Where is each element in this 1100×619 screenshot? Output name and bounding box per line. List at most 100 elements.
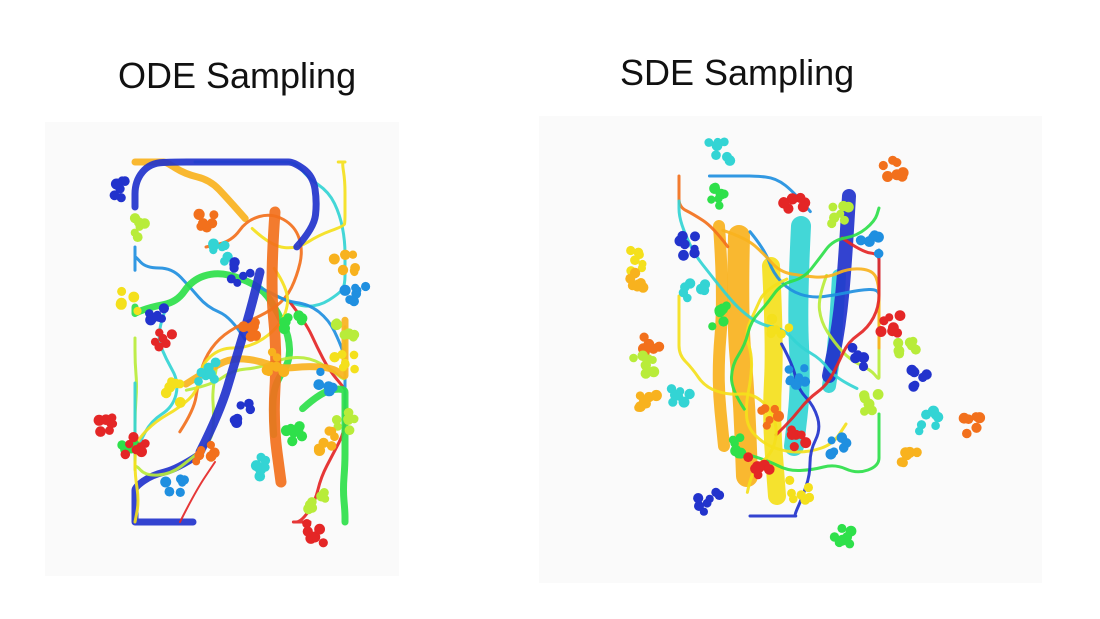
side-chain-atoms <box>842 532 853 542</box>
side-chain-atoms <box>267 361 276 371</box>
side-chain-atoms <box>754 462 765 473</box>
backbone-coil <box>744 277 848 454</box>
side-chain-atoms <box>267 347 277 357</box>
side-chain-atoms <box>693 493 704 504</box>
side-chain-atoms <box>829 212 840 223</box>
side-chain-atoms <box>921 369 932 380</box>
side-chain-atoms <box>307 497 317 507</box>
side-chain-atoms <box>730 445 741 457</box>
side-chain-atoms <box>707 195 716 204</box>
backbone-coil <box>677 174 730 249</box>
side-chain-atoms <box>677 230 688 242</box>
side-chain-atoms <box>683 293 692 303</box>
side-chain-atoms <box>765 416 774 424</box>
side-chain-atoms <box>197 446 206 455</box>
side-chain-atoms <box>343 414 352 424</box>
side-chain-atoms <box>324 387 333 397</box>
side-chain-atoms <box>329 352 340 363</box>
side-chain-atoms <box>797 201 809 213</box>
side-chain-atoms <box>351 283 360 292</box>
side-chain-atoms <box>132 232 143 242</box>
side-chain-atoms <box>640 368 651 379</box>
side-chain-atoms <box>679 239 690 250</box>
side-chain-atoms <box>110 178 122 190</box>
side-chain-atoms <box>261 463 270 472</box>
backbone-coil <box>131 158 320 251</box>
side-chain-atoms <box>313 444 326 456</box>
sde-protein-structure <box>625 137 986 549</box>
side-chain-atoms <box>654 341 665 352</box>
side-chain-atoms <box>280 425 292 437</box>
side-chain-atoms <box>728 435 738 444</box>
side-chain-atoms <box>260 455 271 466</box>
side-chain-atoms <box>332 318 341 327</box>
side-chain-atoms <box>708 322 717 331</box>
side-chain-atoms <box>220 240 230 251</box>
side-chain-atoms <box>678 249 689 261</box>
side-chain-atoms <box>207 218 218 229</box>
side-chain-atoms <box>171 378 180 388</box>
side-chain-atoms <box>872 389 884 400</box>
side-chain-atoms <box>885 313 894 322</box>
side-chain-atoms <box>789 494 798 504</box>
side-chain-atoms <box>229 257 240 268</box>
side-chain-atoms <box>117 287 127 296</box>
side-chain-atoms <box>704 138 714 147</box>
side-chain-atoms <box>786 193 798 205</box>
side-chain-atoms <box>640 360 651 371</box>
side-chain-atoms <box>133 306 142 316</box>
side-chain-atoms <box>245 331 256 342</box>
backbone-coil <box>748 342 821 518</box>
side-chain-atoms <box>829 532 840 542</box>
side-chain-atoms <box>896 171 908 182</box>
side-chain-atoms <box>318 538 328 548</box>
side-chain-atoms <box>313 379 325 390</box>
side-chain-atoms <box>158 303 169 314</box>
side-chain-atoms <box>236 401 245 410</box>
side-chain-atoms <box>222 251 233 262</box>
beta-strand <box>727 225 758 487</box>
side-chain-atoms <box>337 264 349 276</box>
backbone-coil <box>179 461 216 523</box>
side-chain-atoms <box>302 526 313 537</box>
side-chain-atoms <box>771 325 781 335</box>
side-chain-atoms <box>770 404 779 414</box>
side-chain-atoms <box>899 458 908 468</box>
side-chain-atoms <box>785 375 795 385</box>
side-chain-atoms <box>107 413 117 423</box>
side-chain-atoms <box>690 231 700 242</box>
ode-protein-structure <box>93 158 371 548</box>
side-chain-atoms <box>226 274 236 284</box>
side-chain-atoms <box>694 501 704 511</box>
side-chain-atoms <box>684 388 695 400</box>
side-chain-atoms <box>711 140 723 151</box>
side-chain-atoms <box>912 447 922 458</box>
side-chain-atoms <box>800 364 809 373</box>
side-chain-atoms <box>633 279 643 290</box>
beta-strand <box>762 257 786 505</box>
backbone-coil <box>133 245 247 341</box>
side-chain-atoms <box>973 412 986 424</box>
side-chain-atoms <box>766 313 778 325</box>
side-chain-atoms <box>910 380 920 390</box>
side-chain-atoms <box>154 342 164 352</box>
side-chain-atoms <box>874 248 884 259</box>
side-chain-atoms <box>718 316 729 327</box>
backbone-coil <box>721 228 881 350</box>
side-chain-atoms <box>916 420 927 430</box>
side-chain-atoms <box>648 366 660 378</box>
ode-protein-render <box>45 122 399 576</box>
side-chain-atoms <box>629 267 641 279</box>
side-chain-atoms <box>825 448 837 460</box>
side-chain-atoms <box>784 323 794 332</box>
side-chain-atoms <box>330 432 339 442</box>
side-chain-atoms <box>95 426 106 437</box>
side-chain-atoms <box>134 217 144 228</box>
side-chain-atoms <box>869 230 880 241</box>
beta-strand <box>712 220 730 452</box>
side-chain-atoms <box>340 249 351 260</box>
backbone-coil <box>707 174 812 214</box>
side-chain-atoms <box>962 428 972 439</box>
side-chain-atoms <box>345 329 355 339</box>
side-chain-atoms <box>711 150 721 160</box>
